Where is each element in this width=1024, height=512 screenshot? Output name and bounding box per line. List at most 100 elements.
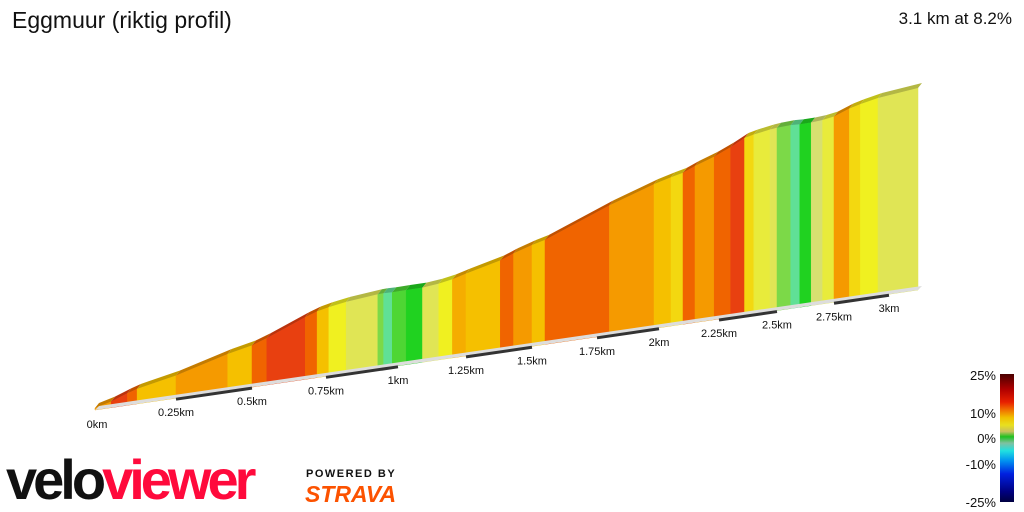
- gradient-segment-top: [878, 83, 922, 98]
- x-tick-label: 2.75km: [816, 311, 852, 323]
- gradient-segment-top: [383, 287, 397, 294]
- distance-band: [718, 310, 778, 322]
- gradient-segment-top: [95, 396, 116, 408]
- gradient-segment: [849, 103, 861, 301]
- gradient-segment-top: [799, 117, 816, 125]
- legend-label: 25%: [969, 368, 996, 383]
- powered-by-label: POWERED BY: [306, 468, 397, 480]
- gradient-segment-top: [730, 133, 749, 148]
- x-tick-label: 0.75km: [308, 385, 344, 397]
- gradient-segment-top: [127, 383, 142, 394]
- gradient-segment: [769, 127, 778, 312]
- gradient-segment-top: [683, 160, 699, 173]
- strava-logo: STRAVA: [305, 481, 397, 507]
- gradient-segment: [877, 87, 919, 297]
- gradient-segment-top: [822, 111, 838, 120]
- gradient-segment: [609, 183, 655, 336]
- gradient-segment-top: [811, 114, 827, 123]
- gradient-segment-top: [176, 348, 232, 376]
- gradient-segment: [500, 253, 514, 352]
- gradient-segment: [860, 97, 879, 299]
- gradient-segment-top: [377, 288, 388, 295]
- gradient-segment-top: [777, 120, 795, 128]
- gradient-segment: [465, 260, 501, 357]
- gradient-segment: [377, 292, 384, 370]
- x-tick-label: 2km: [649, 337, 670, 349]
- gradient-segment-top: [790, 119, 804, 126]
- gradient-segment: [776, 124, 791, 311]
- gradient-segment-top: [328, 296, 351, 308]
- gradient-segment: [345, 293, 379, 374]
- gradient-segment-top: [860, 92, 882, 105]
- x-tick-label: 1.75km: [579, 346, 615, 358]
- gradient-segment-top: [252, 333, 271, 346]
- gradient-segment-top: [305, 306, 322, 318]
- x-tick-label: 0.25km: [158, 407, 194, 419]
- gradient-segment: [833, 108, 850, 303]
- gradient-segment: [670, 172, 684, 327]
- gradient-segment-top: [406, 282, 427, 290]
- gradient-segment: [682, 165, 696, 325]
- x-tick-label: 0km: [87, 419, 108, 431]
- x-tick-label: 1.5km: [517, 355, 547, 367]
- gradient-segment: [531, 239, 546, 347]
- x-tick-label: 2.25km: [701, 328, 737, 340]
- distance-band: [833, 293, 890, 305]
- gradient-segment-top: [513, 239, 536, 254]
- gradient-segment-top: [500, 248, 518, 261]
- gradient-segment: [810, 119, 823, 306]
- gradient-segment-top: [317, 302, 333, 312]
- gradient-segment-top: [137, 370, 180, 389]
- gradient-segment-top: [834, 103, 854, 117]
- gradient-segment: [790, 123, 801, 309]
- gradient-segment: [328, 301, 347, 377]
- veloviewer-logo: veloviewer: [6, 448, 256, 511]
- gradient-segment-top: [695, 151, 719, 166]
- gradient-segment-top: [545, 200, 614, 240]
- gradient-segment: [452, 273, 467, 359]
- gradient-segment: [730, 137, 745, 318]
- gradient-segment-top: [654, 172, 675, 185]
- gradient-legend-bar: [1000, 374, 1014, 502]
- chart-title: Eggmuur (riktig profil): [12, 7, 232, 33]
- gradient-segment-top: [744, 129, 758, 139]
- distance-band: [325, 365, 399, 379]
- gradient-segment: [513, 244, 533, 350]
- gradient-segment: [438, 278, 453, 361]
- gradient-segment: [251, 337, 268, 388]
- gradient-segment: [305, 310, 318, 380]
- gradient-segment: [822, 116, 835, 305]
- gradient-segment-top: [422, 278, 443, 288]
- legend-label: -10%: [965, 457, 996, 472]
- gradient-segment-top: [111, 388, 132, 402]
- gradient-segment-top: [671, 167, 687, 178]
- x-tick-label: 2.5km: [762, 320, 792, 332]
- gradient-segment: [653, 176, 672, 329]
- legend-label: 0%: [977, 431, 996, 446]
- x-tick-label: 1km: [388, 375, 409, 387]
- gradient-segment-top: [609, 179, 659, 206]
- distance-band: [465, 345, 533, 359]
- gradient-segment: [544, 205, 610, 345]
- legend-label: -25%: [965, 495, 996, 510]
- gradient-segment: [744, 134, 755, 316]
- distance-band: [175, 386, 253, 401]
- gradient-segment-top: [714, 142, 735, 157]
- gradient-segment: [694, 156, 715, 323]
- gradient-segment-top: [438, 274, 457, 284]
- climb-summary: 3.1 km at 8.2%: [898, 9, 1012, 28]
- gradient-segment: [383, 291, 393, 369]
- legend-label: 10%: [969, 406, 996, 421]
- gradient-segment-top: [770, 122, 781, 130]
- gradient-segment-top: [346, 289, 382, 302]
- distance-band: [596, 327, 660, 340]
- gradient-segment-top: [452, 268, 470, 280]
- gradient-segment: [799, 122, 812, 308]
- gradient-segment-top: [849, 99, 865, 109]
- gradient-segment-top: [392, 284, 411, 293]
- gradient-segment: [713, 146, 731, 321]
- gradient-segment: [753, 129, 771, 315]
- gradient-segment: [422, 283, 440, 363]
- gradient-segment: [316, 306, 330, 378]
